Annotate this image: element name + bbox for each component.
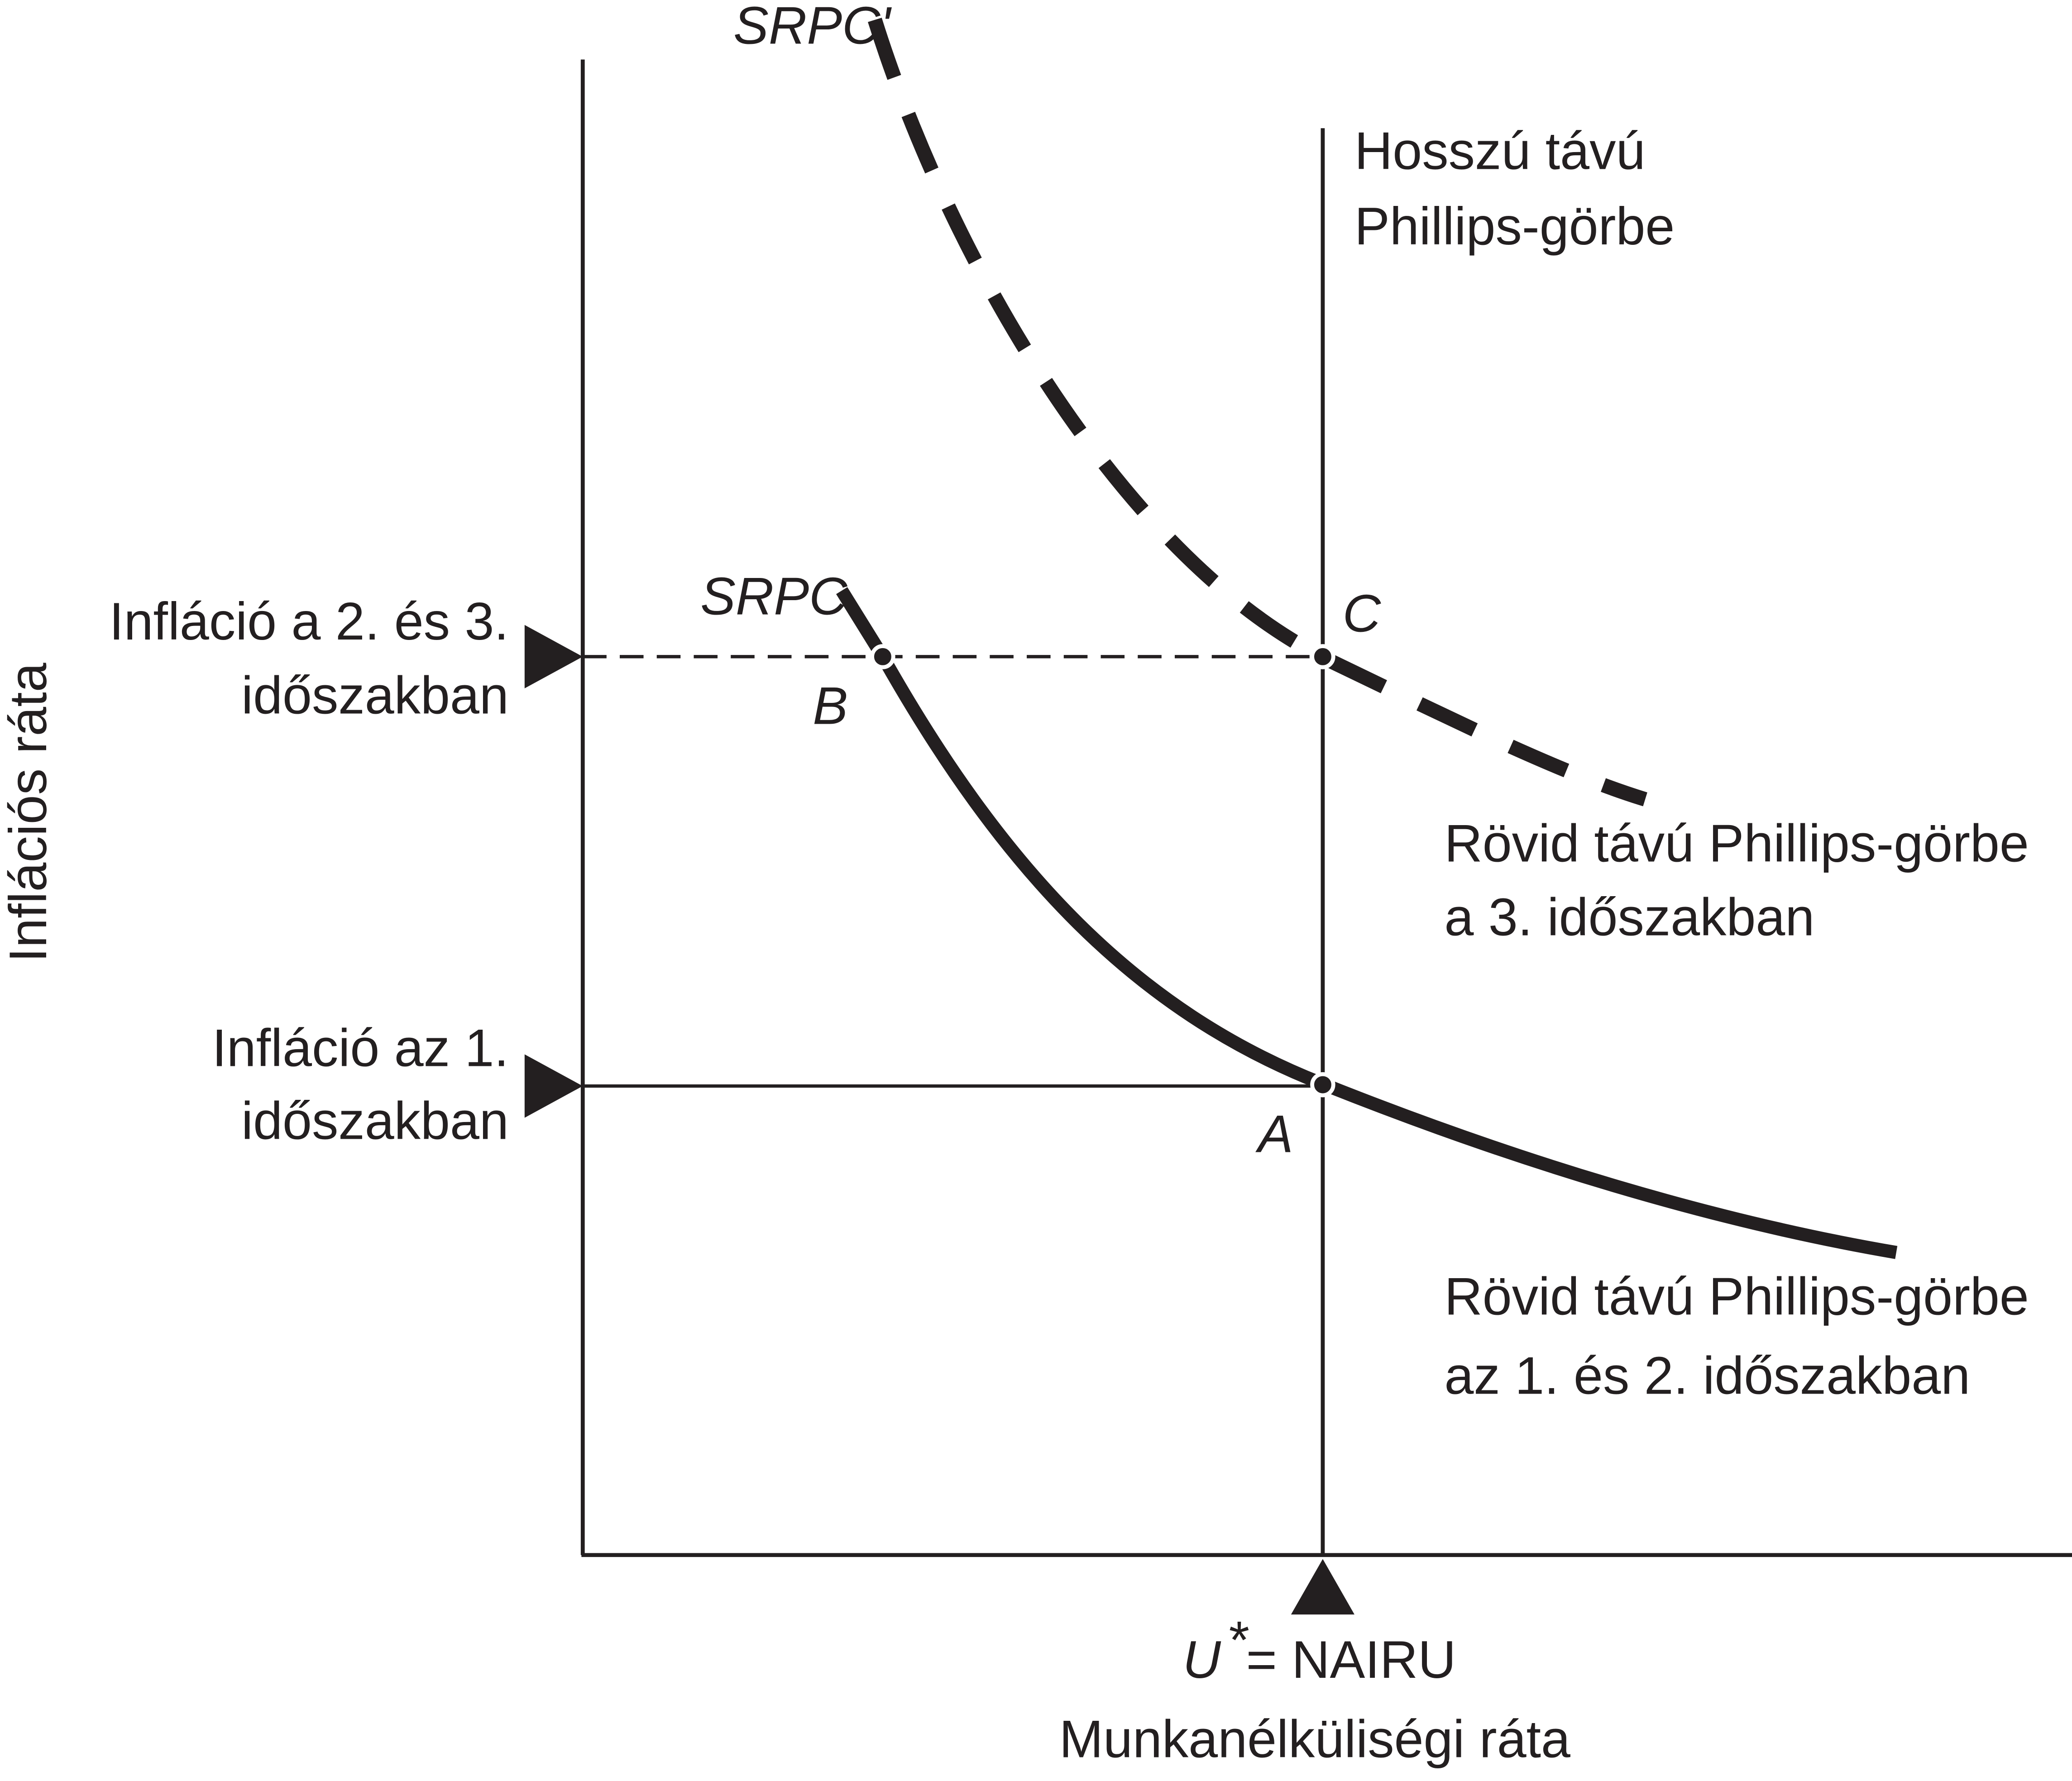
long-run-label: Phillips-görbe <box>1354 196 1675 256</box>
nairu-text: = NAIRU <box>1246 1630 1456 1689</box>
srpc-prime-curve <box>868 18 1647 807</box>
level-marker <box>524 625 583 688</box>
y-axis-label: Inflációs ráta <box>0 663 57 962</box>
level-label: Infláció az 1. <box>212 1018 508 1078</box>
curve-label: a 3. időszakban <box>1444 888 1814 947</box>
point-label: B <box>813 676 848 735</box>
nairu-symbol: U <box>1183 1630 1221 1689</box>
curve-label: Rövid távú Phillips-görbe <box>1444 813 2029 873</box>
point <box>1310 1072 1335 1098</box>
long-run-label: Hosszú távú <box>1354 121 1645 181</box>
level-label: időszakban <box>241 1091 509 1150</box>
point-label: C <box>1343 583 1381 643</box>
level-label: Infláció a 2. és 3. <box>109 592 509 651</box>
x-axis-label: Munkanélküliségi ráta <box>1059 1709 1570 1768</box>
point-label: A <box>1255 1104 1293 1163</box>
nairu-star: * <box>1229 1610 1249 1669</box>
point <box>1310 644 1335 669</box>
point <box>870 644 895 669</box>
nairu-marker <box>1291 1559 1354 1615</box>
level-marker <box>524 1054 583 1118</box>
curve-tag: SRPC' <box>733 0 892 55</box>
curve-label: Rövid távú Phillips-görbe <box>1444 1267 2029 1326</box>
level-label: időszakban <box>241 665 509 725</box>
curve-tag: SRPC <box>700 566 847 625</box>
curve-label: az 1. és 2. időszakban <box>1444 1346 1970 1405</box>
